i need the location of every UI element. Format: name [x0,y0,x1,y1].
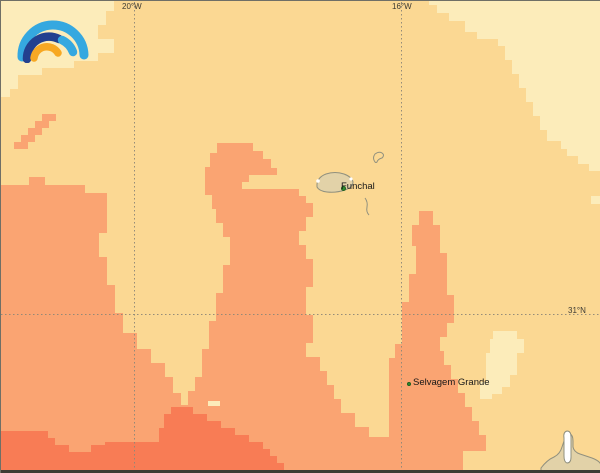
region-salmon-center-hook [181,143,383,471]
grid-label-16w: 16°W [392,2,412,11]
region-cream-right-fleck [591,196,600,204]
rainbow-logo-icon [17,20,89,63]
place-marker-funchal[interactable] [340,185,346,191]
island-porto-santo [373,151,384,163]
region-salmon-right-finger [389,211,486,471]
region-yellow-band-top-right [444,25,557,151]
island-la-palma-cloud [563,430,572,464]
grid-label-31n: 31°N [568,306,586,315]
region-salmon-streak-top-left [14,114,56,149]
grid-label-20w: 20°W [122,2,142,11]
island-desertas-coastline [364,197,370,216]
region-salmon-left-blob [1,177,181,471]
place-label-funchal: Funchal [341,181,375,192]
region-cream-fleck-bottom [208,401,220,406]
madeira-east-fleck [349,177,353,181]
region-cream-diamond-bottom-right [480,331,524,399]
region-deep-orange-bottom [1,407,284,471]
window-bottom-edge [1,470,600,473]
place-label-selvagem-grande: Selvagem Grande [413,377,490,388]
place-marker-selvagem-grande[interactable] [407,382,411,386]
madeira-west-fleck [316,179,320,183]
region-cream-right-edge [567,149,600,171]
